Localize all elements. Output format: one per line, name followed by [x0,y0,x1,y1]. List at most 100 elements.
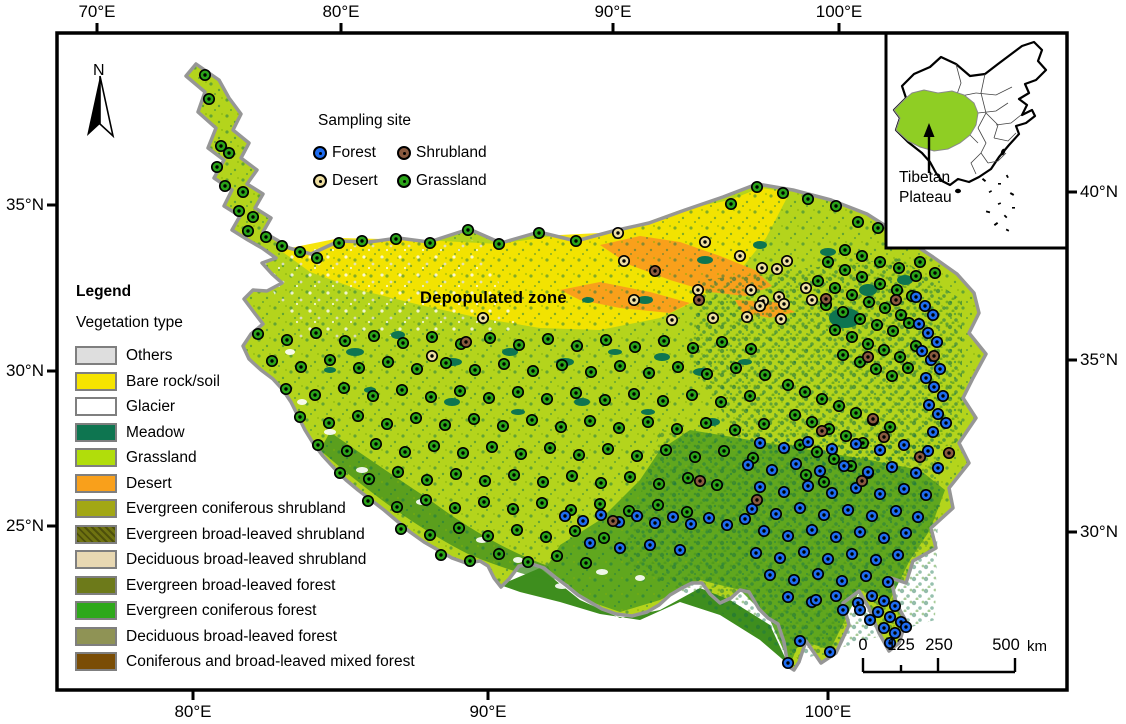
site-marker-forest [883,636,897,650]
site-marker-desert [425,349,439,363]
site-marker-forest [931,461,945,475]
site-marker-desert [774,312,788,326]
site-marker-forest [897,482,911,496]
site-marker-grassland [423,236,437,250]
legend-item-label: Bare rock/soil [126,372,220,390]
site-marker-shrubland [913,450,927,464]
site-marker-grassland [715,335,729,349]
site-marker-grassland [623,470,637,484]
site-marker-grassland [836,305,850,319]
sampling-legend-item: Shrubland [397,144,487,162]
site-marker-grassland [642,366,656,380]
scale-bar-value: 250 [925,636,953,654]
scale-bar-unit: km [1027,638,1047,655]
legend-item-label: Others [126,347,173,364]
site-marker-forest [915,344,929,358]
site-marker-desert [744,283,758,297]
site-marker-forest [863,613,877,627]
site-marker-shrubland [942,446,956,460]
site-marker-grassland [507,468,521,482]
site-marker-forest [881,575,895,589]
site-marker-grassland [294,360,308,374]
site-marker-grassland [886,324,900,338]
site-marker-grassland [448,501,462,515]
axis-label-right: 30°N [1080,522,1118,541]
site-marker-shrubland [861,350,875,364]
site-marker-grassland [525,413,539,427]
site-marker-forest [919,371,933,385]
site-marker-grassland [232,204,246,218]
legend-item-label: Evergreen broad-leaved forest [126,576,336,594]
site-marker-grassland [870,318,884,332]
site-marker-forest [877,621,891,635]
site-marker-grassland [540,392,554,406]
site-marker-grassland [849,406,863,420]
site-marker-grassland [688,450,702,464]
site-marker-grassland [810,445,824,459]
site-marker-grassland [398,445,412,459]
site-marker-grassland [892,261,906,275]
site-marker-grassland [214,139,228,153]
site-marker-forest [763,568,777,582]
site-marker-forest [801,435,815,449]
site-marker-forest [865,589,879,603]
site-marker-grassland [218,179,232,193]
site-marker-shrubland [819,292,833,306]
site-marker-forest [927,380,941,394]
site-marker-forest [781,590,795,604]
site-marker-forest [918,299,932,313]
site-marker-grassland [381,355,395,369]
site-marker-grassland [468,363,482,377]
inset-map [884,31,1069,250]
site-marker-grassland [583,414,597,428]
site-marker-grassland [453,384,467,398]
site-marker-grassland [322,416,336,430]
site-marker-grassland [482,391,496,405]
site-marker-forest [773,551,787,565]
site-marker-desert [770,262,784,276]
sampling-legend-label: Desert [332,172,378,189]
site-marker-forest [912,317,926,331]
site-marker-grassland [514,447,528,461]
site-marker-forest [558,509,572,523]
site-marker-grassland [293,245,307,259]
legend-item: Deciduous broad-leaved shrubland [75,550,415,569]
depopulated-zone-label: Depopulated zone [420,289,567,307]
site-marker-forest [835,574,849,588]
site-marker-forest [738,512,752,526]
site-marker-grassland [352,361,366,375]
site-marker-grassland [391,465,405,479]
site-marker-forest [836,603,850,617]
site-marker-forest [891,548,905,562]
site-marker-grassland [438,418,452,432]
site-marker-grassland [901,361,915,375]
site-marker-forest [811,567,825,581]
site-marker-grassland [836,348,850,362]
site-marker-forest [594,508,608,522]
site-marker-shrubland [606,514,620,528]
site-marker-forest [809,593,823,607]
site-marker-forest [853,525,867,539]
axis-label-bottom: 80°E [174,702,212,721]
site-marker-grassland [829,199,843,213]
legend-item-label: Meadow [126,423,185,441]
site-marker-grassland [423,528,437,542]
sampling-legend-items: Forest Shrubland Desert Grassland [313,144,487,190]
site-marker-grassland [598,393,612,407]
site-marker-grassland [828,323,842,337]
site-marker-grassland [710,478,724,492]
axis-label-right: 40°N [1080,182,1118,201]
scale-bar-value: 500 [992,636,1020,654]
site-marker-grassland [572,448,586,462]
legend-swatch [75,524,117,544]
legend-swatch [75,371,117,391]
legend-item: Coniferous and broad-leaved mixed forest [75,652,415,671]
legend-title: Legend [76,283,132,300]
site-marker-grassland [427,439,441,453]
site-marker-grassland [671,360,685,374]
site-marker-forest [720,518,734,532]
site-marker-grassland [714,395,728,409]
site-marker-forest [793,501,807,515]
site-marker-grassland [878,301,892,315]
site-marker-grassland [893,350,907,364]
